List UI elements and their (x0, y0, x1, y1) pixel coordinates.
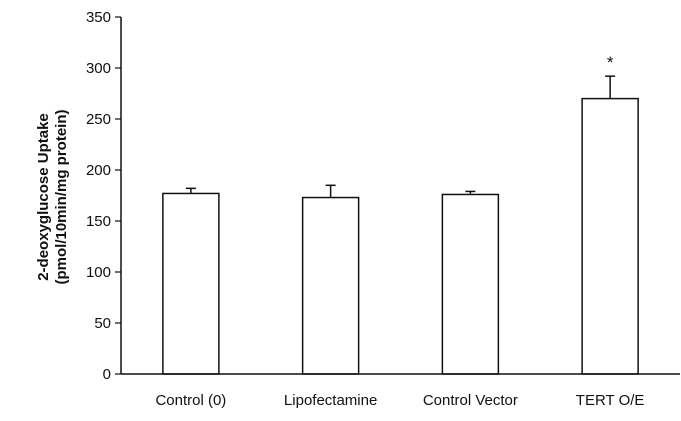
y-tick-label-50: 50 (94, 315, 111, 332)
bars-group (163, 99, 638, 374)
y-tick-label-100: 100 (86, 264, 111, 281)
bar-control-vector (442, 194, 498, 374)
x-tick-label-tert-o-e: TERT O/E (576, 392, 645, 409)
y-tick-label-150: 150 (86, 213, 111, 230)
x-tick-label-control-vector: Control Vector (423, 392, 518, 409)
bar-control-0 (163, 193, 219, 374)
x-tick-label-control-0: Control (0) (155, 392, 226, 409)
y-ticks-group: 0 50 100 150 200 250 300 350 (86, 9, 121, 383)
y-tick-label-250: 250 (86, 111, 111, 128)
x-labels-group: Control (0) Lipofectamine Control Vector TE… (155, 392, 644, 409)
y-tick-label-300: 300 (86, 60, 111, 77)
annotations-group: * (607, 53, 614, 72)
bar-tert-o-e (582, 99, 638, 374)
y-tick-label-0: 0 (103, 366, 111, 383)
y-axis-title-line-1: 2-deoxyglucose Uptake (35, 113, 52, 281)
error-bars-group (186, 76, 615, 197)
y-tick-label-200: 200 (86, 162, 111, 179)
y-axis-title-line-2: (pmol/10min/mg protein) (53, 109, 70, 284)
annotation-tert-o-e: * (607, 53, 614, 72)
x-tick-label-lipofectamine: Lipofectamine (284, 392, 377, 409)
bar-lipofectamine (303, 198, 359, 374)
y-axis-title: 2-deoxyglucose Uptake (pmol/10min/mg pro… (35, 109, 70, 284)
y-tick-label-350: 350 (86, 9, 111, 26)
